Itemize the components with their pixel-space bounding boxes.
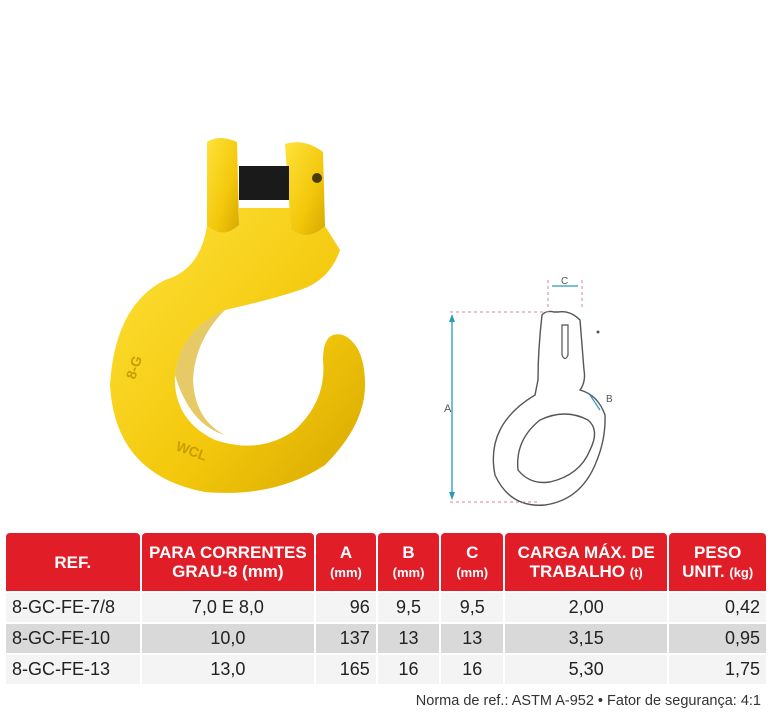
svg-text:8-G: 8-G [123,354,145,381]
dim-c-label: C [561,276,568,287]
dimension-diagram: A C B [444,276,613,506]
cell-peso: 0,42 [669,591,766,622]
header-ref: REF. [6,533,140,591]
header-peso: PESO UNIT. (kg) [669,533,766,591]
cell-peso: 1,75 [669,653,766,684]
cell-carga: 3,15 [505,622,668,653]
cell-b: 9,5 [377,591,440,622]
cell-c: 16 [441,653,504,684]
cell-carga: 5,30 [505,653,668,684]
table-row: 8-GC-FE-13 13,0 165 16 16 5,30 1,75 [6,653,766,684]
cell-ref: 8-GC-FE-7/8 [6,591,140,622]
cell-a: 137 [316,622,376,653]
cell-peso: 0,95 [669,622,766,653]
header-carga: CARGA MÁX. DE TRABALHO (t) [505,533,668,591]
header-c: C (mm) [441,533,504,591]
cell-c: 13 [441,622,504,653]
cell-a: 96 [316,591,376,622]
cell-para: 7,0 E 8,0 [141,591,315,622]
spec-table: REF. PARA CORRENTES GRAU-8 (mm) A (mm) B (m… [4,533,768,684]
cell-c: 9,5 [441,591,504,622]
cell-ref: 8-GC-FE-10 [6,622,140,653]
footnote: Norma de ref.: ASTM A-952 • Fator de seg… [415,693,761,709]
cell-para: 10,0 [141,622,315,653]
header-b: B (mm) [377,533,440,591]
dim-a-label: A [444,403,452,415]
header-para-correntes: PARA CORRENTES GRAU-8 (mm) [141,533,315,591]
cell-b: 16 [377,653,440,684]
cell-carga: 2,00 [505,591,668,622]
cell-ref: 8-GC-FE-13 [6,653,140,684]
table-row: 8-GC-FE-10 10,0 137 13 13 3,15 0,95 [6,622,766,653]
cell-para: 13,0 [141,653,315,684]
header-a: A (mm) [316,533,376,591]
table-header-row: REF. PARA CORRENTES GRAU-8 (mm) A (mm) B (m… [6,533,766,591]
cell-a: 165 [316,653,376,684]
table-row: 8-GC-FE-7/8 7,0 E 8,0 96 9,5 9,5 2,00 0,… [6,591,766,622]
dim-b-label: B [606,394,613,405]
cell-b: 13 [377,622,440,653]
clevis-hook-photo: 8-G WCL [110,138,365,493]
